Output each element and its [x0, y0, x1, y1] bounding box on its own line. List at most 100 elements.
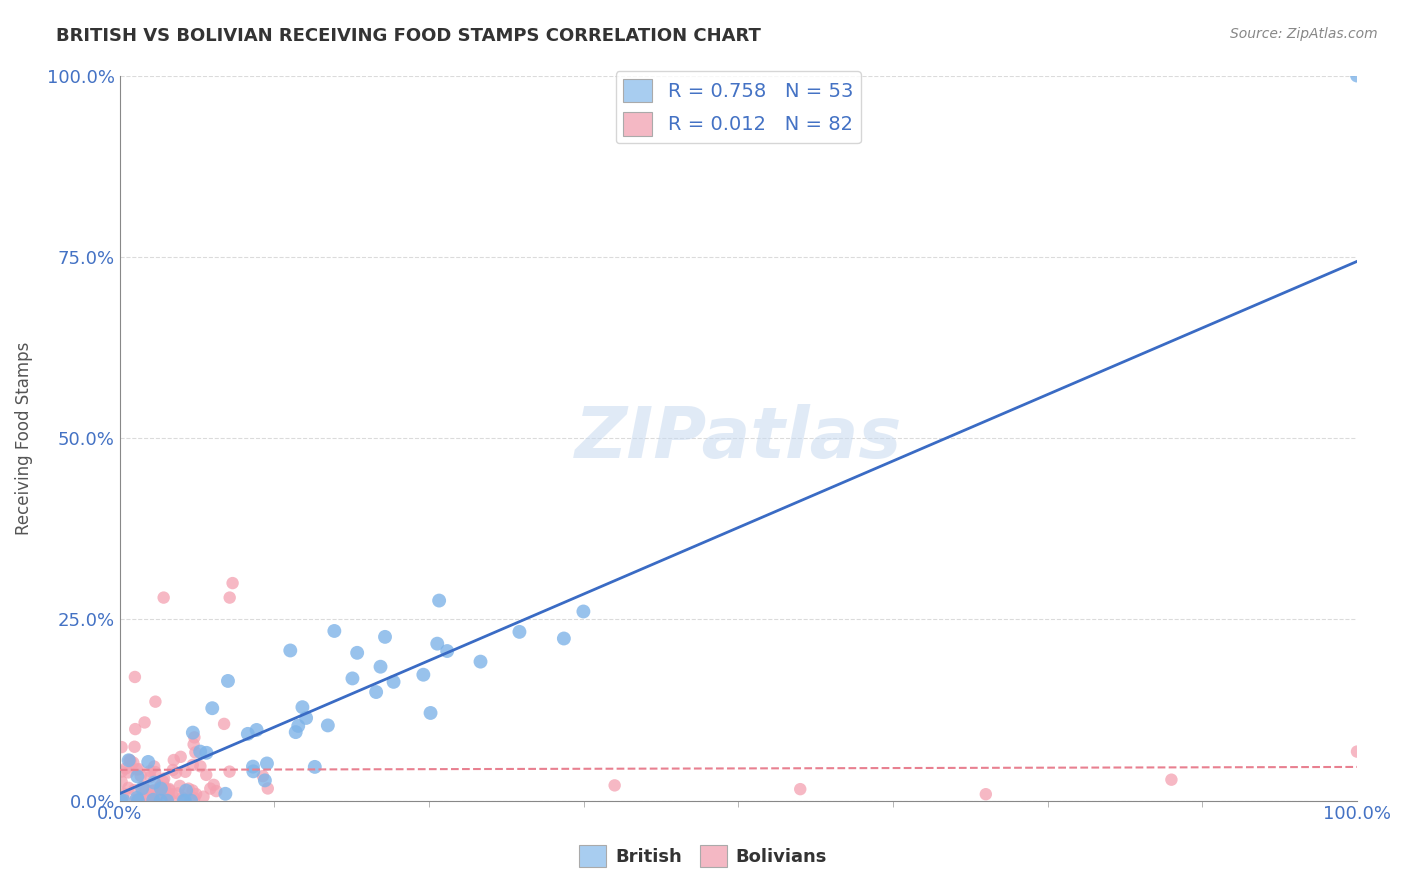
- Point: [127, 793, 149, 807]
- Point: [149, 794, 172, 808]
- Point: [142, 789, 165, 803]
- Point: [122, 756, 145, 770]
- Point: [412, 667, 434, 681]
- Point: [181, 783, 204, 797]
- Point: [436, 644, 458, 658]
- Point: [112, 790, 135, 805]
- Point: [169, 779, 191, 793]
- Point: [112, 794, 135, 808]
- Point: [374, 630, 396, 644]
- Point: [366, 685, 388, 699]
- Point: [508, 624, 530, 639]
- Point: [110, 794, 132, 808]
- Point: [173, 794, 195, 808]
- Point: [110, 774, 132, 789]
- Point: [181, 757, 204, 772]
- Point: [110, 740, 132, 755]
- Point: [112, 787, 135, 801]
- Point: [128, 791, 150, 805]
- Point: [145, 695, 167, 709]
- Point: [142, 793, 165, 807]
- Point: [236, 727, 259, 741]
- Point: [127, 794, 149, 808]
- Point: [124, 670, 146, 684]
- Point: [1160, 772, 1182, 787]
- Point: [218, 764, 240, 779]
- Point: [136, 792, 159, 806]
- Point: [132, 791, 155, 805]
- Point: [188, 745, 211, 759]
- Point: [174, 783, 197, 797]
- Point: [190, 759, 212, 773]
- Point: [202, 778, 225, 792]
- Text: ZIPatlas: ZIPatlas: [575, 403, 903, 473]
- Point: [218, 591, 240, 605]
- Point: [342, 672, 364, 686]
- Point: [167, 786, 190, 800]
- Point: [1346, 745, 1368, 759]
- Point: [172, 790, 194, 805]
- Point: [419, 706, 441, 720]
- Point: [131, 781, 153, 796]
- Text: Source: ZipAtlas.com: Source: ZipAtlas.com: [1230, 27, 1378, 41]
- Point: [129, 769, 152, 783]
- Point: [156, 794, 179, 808]
- Point: [184, 787, 207, 801]
- Point: [252, 769, 274, 783]
- Point: [157, 783, 180, 797]
- Point: [153, 772, 176, 786]
- Point: [141, 784, 163, 798]
- Point: [139, 764, 162, 778]
- Point: [124, 739, 146, 754]
- Point: [974, 787, 997, 801]
- Legend: British, Bolivians: British, Bolivians: [572, 838, 834, 874]
- Point: [256, 781, 278, 796]
- Point: [124, 783, 146, 797]
- Point: [181, 725, 204, 739]
- Point: [195, 768, 218, 782]
- Point: [287, 719, 309, 733]
- Point: [284, 725, 307, 739]
- Point: [142, 783, 165, 797]
- Point: [120, 754, 142, 768]
- Point: [184, 746, 207, 760]
- Point: [212, 717, 235, 731]
- Point: [134, 715, 156, 730]
- Point: [201, 701, 224, 715]
- Point: [346, 646, 368, 660]
- Point: [149, 779, 172, 793]
- Point: [221, 576, 243, 591]
- Point: [170, 749, 193, 764]
- Point: [163, 753, 186, 767]
- Y-axis label: Receiving Food Stamps: Receiving Food Stamps: [15, 342, 32, 535]
- Point: [139, 770, 162, 784]
- Point: [200, 781, 222, 796]
- Point: [125, 790, 148, 805]
- Point: [246, 723, 269, 737]
- Point: [156, 788, 179, 802]
- Point: [382, 674, 405, 689]
- Point: [256, 756, 278, 771]
- Point: [214, 787, 236, 801]
- Point: [149, 780, 172, 794]
- Point: [117, 765, 139, 780]
- Point: [125, 763, 148, 777]
- Point: [143, 765, 166, 780]
- Point: [180, 794, 202, 808]
- Point: [152, 591, 174, 605]
- Point: [426, 637, 449, 651]
- Point: [323, 624, 346, 638]
- Point: [146, 790, 169, 805]
- Point: [160, 793, 183, 807]
- Point: [205, 784, 228, 798]
- Point: [183, 738, 205, 752]
- Point: [136, 755, 159, 769]
- Point: [162, 763, 184, 777]
- Point: [118, 753, 141, 767]
- Point: [117, 780, 139, 795]
- Point: [789, 782, 811, 797]
- Point: [183, 731, 205, 745]
- Point: [160, 787, 183, 801]
- Point: [115, 761, 138, 775]
- Point: [253, 773, 276, 788]
